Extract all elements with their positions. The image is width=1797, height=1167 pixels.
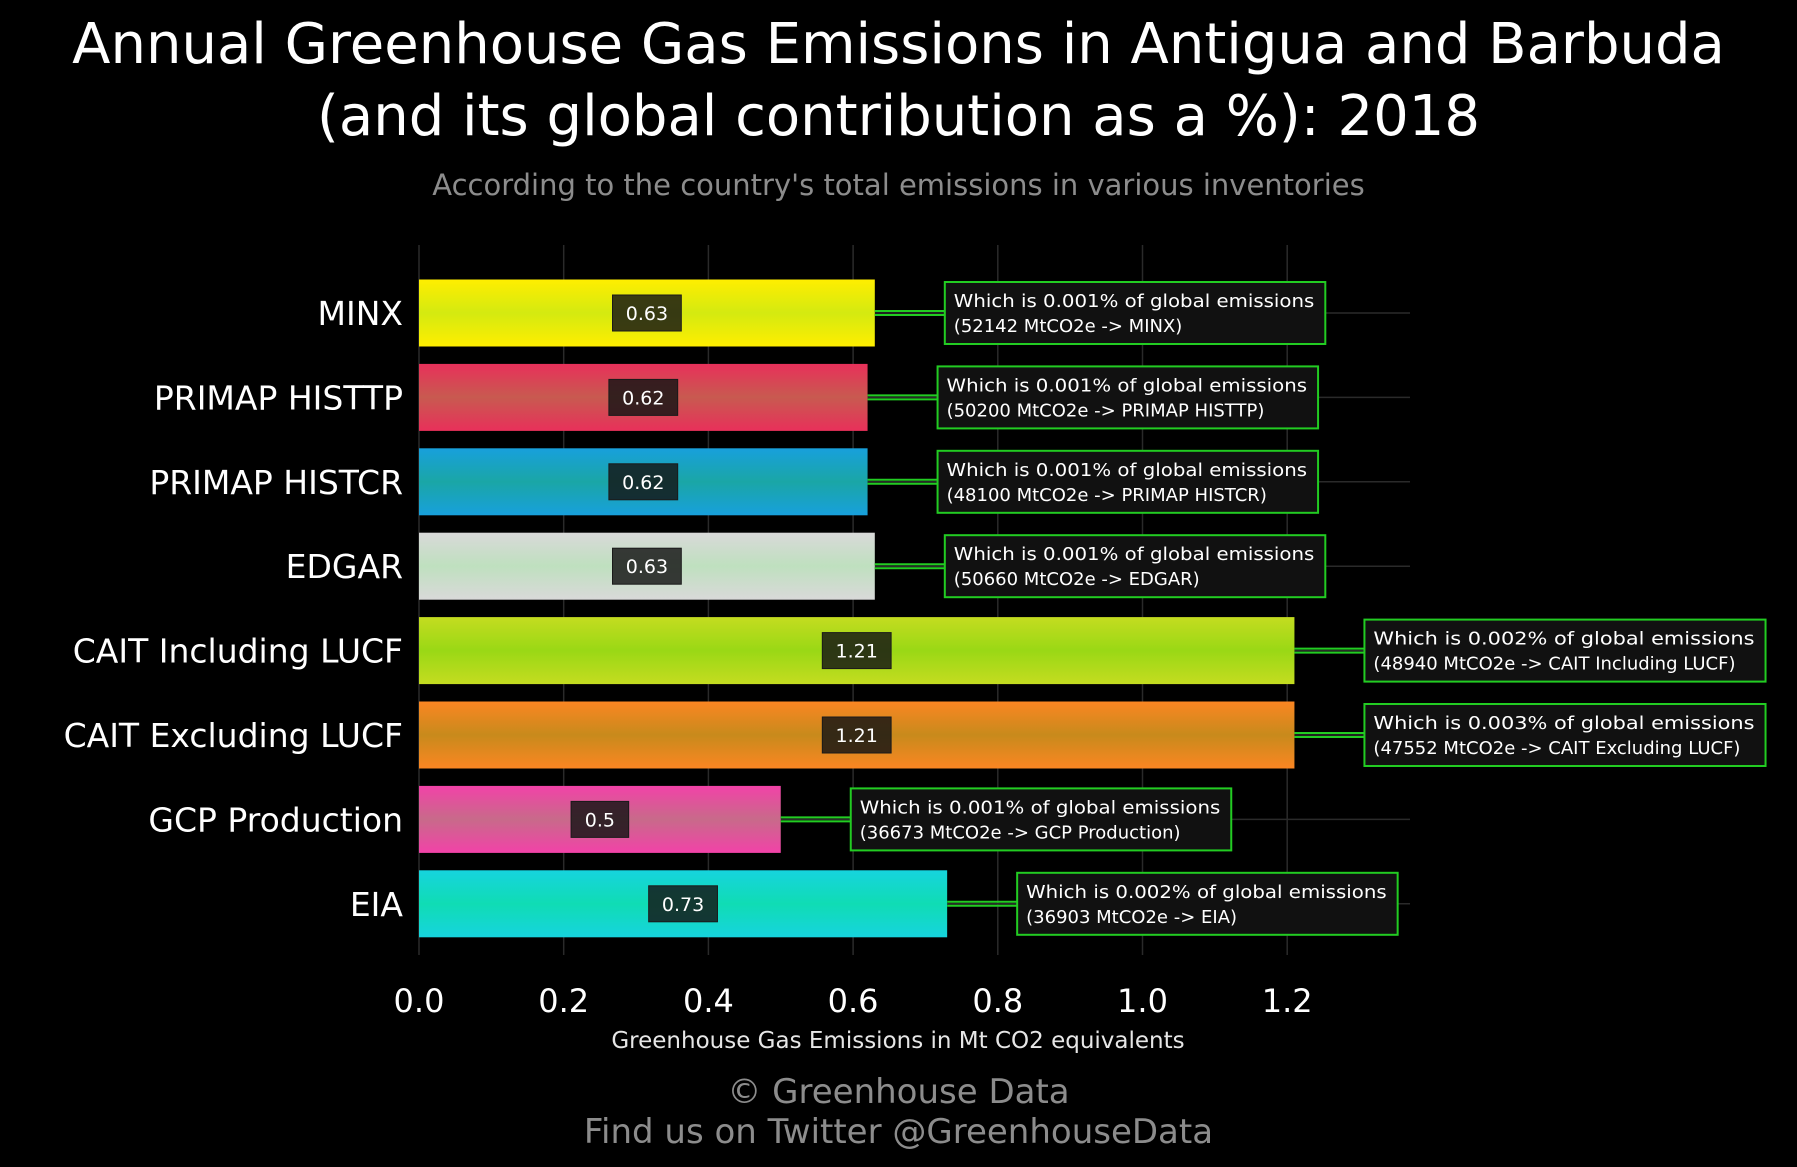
annotation-line-2: (48940 MtCO2e -> CAIT Including LUCF) (1373, 654, 1735, 675)
value-label-box (612, 294, 682, 332)
x-axis: 0.0 0.2 0.4 0.6 0.8 1.0 1.2 Greenhouse Gas Emis… (394, 982, 1313, 1054)
x-tick-label: 1.0 (1117, 982, 1168, 1020)
bar-chart: MINX 0.63 Which is 0.001% of global emissi… (64, 245, 1767, 1054)
category-label: MINX (318, 294, 404, 333)
category-label: GCP Production (148, 800, 403, 839)
annotation-line-1: Which is 0.001% of global emissions (954, 291, 1314, 312)
value-label: 0.5 (585, 809, 615, 831)
value-label-box (821, 632, 892, 670)
value-label-box (648, 885, 718, 923)
annotation-line-1: Which is 0.003% of global emissions (1373, 713, 1754, 734)
footer-twitter: Find us on Twitter @GreenhouseData (583, 1112, 1214, 1152)
bar-group: PRIMAP HISTTP 0.62 Which is 0.001% of glob… (154, 363, 1320, 431)
value-label-box (608, 463, 679, 501)
chart-title-line-2: (and its global contribution as a %): 20… (317, 84, 1480, 149)
bar-group: CAIT Including LUCF 1.21 Which is 0.002% o… (73, 617, 1767, 685)
value-label: 1.21 (836, 641, 878, 663)
annotation-line-1: Which is 0.002% of global emissions (1026, 882, 1387, 903)
x-tick-label: 1.2 (1262, 982, 1313, 1020)
category-label: EIA (350, 885, 404, 924)
bars: MINX 0.63 Which is 0.001% of global emissi… (64, 279, 1767, 938)
bar-group: PRIMAP HISTCR 0.62 Which is 0.001% of glob… (149, 448, 1320, 516)
annotation-box (936, 449, 1320, 514)
value-label: 0.63 (626, 303, 668, 325)
footer-credit: © Greenhouse Data (727, 1072, 1070, 1112)
bar-group: CAIT Excluding LUCF 1.21 Which is 0.003% o… (64, 701, 1767, 769)
annotation-box (849, 787, 1233, 852)
x-tick-label: 0.8 (972, 982, 1023, 1020)
annotation-box (1363, 703, 1767, 767)
annotation-box (1363, 618, 1767, 683)
bar-group: GCP Production 0.5 Which is 0.001% of glob… (148, 785, 1233, 853)
value-label: 0.63 (626, 556, 668, 578)
annotation-line-2: (48100 MtCO2e -> PRIMAP HISTCR) (947, 485, 1267, 506)
annotation-line-1: Which is 0.001% of global emissions (947, 375, 1308, 396)
value-label: 0.62 (622, 472, 664, 494)
annotation-box (943, 534, 1327, 599)
category-label: PRIMAP HISTCR (149, 463, 403, 502)
annotation-line-1: Which is 0.001% of global emissions (954, 544, 1314, 565)
x-tick-label: 0.2 (538, 982, 589, 1020)
value-label: 0.73 (662, 894, 704, 916)
category-label: CAIT Excluding LUCF (64, 716, 403, 755)
annotation-line-1: Which is 0.002% of global emissions (1373, 629, 1754, 650)
x-tick-label: 0.0 (394, 982, 445, 1020)
annotation-line-2: (36903 MtCO2e -> EIA) (1026, 907, 1237, 928)
value-label-box (821, 716, 892, 754)
bar-group: MINX 0.63 Which is 0.001% of global emissi… (318, 279, 1327, 347)
annotation-box (943, 281, 1327, 345)
value-label: 1.21 (836, 725, 878, 747)
annotation-line-2: (52142 MtCO2e -> MINX) (954, 316, 1183, 337)
bar-group: EIA 0.73 Which is 0.002% of global emissio… (350, 870, 1399, 938)
chart-title-line-1: Annual Greenhouse Gas Emissions in Antig… (72, 12, 1725, 77)
x-axis-label: Greenhouse Gas Emissions in Mt CO2 equiv… (611, 1028, 1184, 1054)
value-label-box (570, 800, 630, 838)
bar-group: EDGAR 0.63 Which is 0.001% of global emiss… (286, 532, 1327, 600)
annotation-line-1: Which is 0.001% of global emissions (860, 797, 1221, 818)
value-label: 0.62 (622, 387, 664, 409)
x-tick-label: 0.4 (683, 982, 734, 1020)
annotation-line-2: (50200 MtCO2e -> PRIMAP HISTTP) (947, 400, 1265, 421)
annotation-line-2: (50660 MtCO2e -> EDGAR) (954, 569, 1200, 590)
value-label-box (612, 547, 682, 585)
annotation-line-2: (47552 MtCO2e -> CAIT Excluding LUCF) (1373, 738, 1740, 759)
annotation-box (1016, 871, 1399, 936)
annotation-box (936, 365, 1320, 430)
x-tick-label: 0.6 (828, 982, 879, 1020)
value-label-box (608, 378, 679, 416)
category-label: CAIT Including LUCF (73, 632, 403, 671)
annotation-line-2: (36673 MtCO2e -> GCP Production) (860, 822, 1181, 843)
category-label: PRIMAP HISTTP (154, 378, 403, 417)
category-label: EDGAR (286, 547, 403, 586)
chart-subtitle: According to the country's total emissio… (432, 168, 1365, 202)
annotation-line-1: Which is 0.001% of global emissions (947, 460, 1308, 481)
